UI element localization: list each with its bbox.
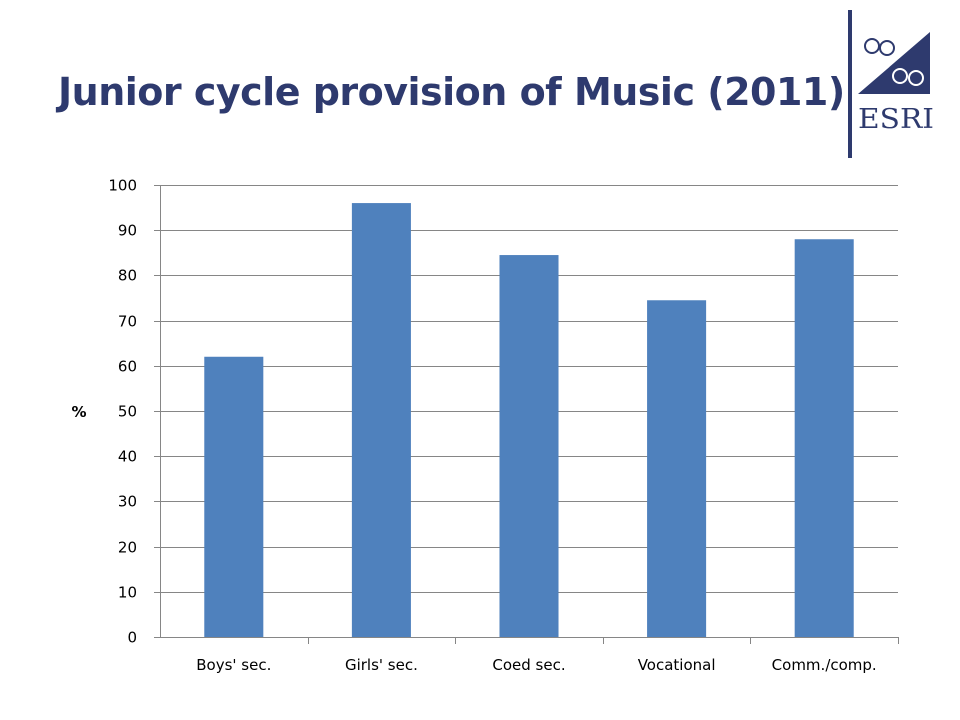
y-tick-label: 40: [118, 448, 137, 466]
logo-divider: [848, 10, 852, 158]
x-tick-label: Comm./comp.: [772, 656, 877, 674]
logo-ring-3: [892, 68, 908, 84]
y-tick-label: 70: [118, 313, 137, 331]
bar: [794, 239, 854, 638]
x-tick-label: Vocational: [638, 656, 716, 674]
y-tick-label: 100: [108, 177, 137, 195]
y-tick-label: 60: [118, 358, 137, 376]
y-tick-label: 20: [118, 539, 137, 557]
y-tick-label: 30: [118, 493, 137, 511]
y-tick-label: 50: [118, 403, 137, 421]
bar: [647, 300, 707, 637]
esri-logo-icon: ESRI: [858, 32, 934, 134]
y-tick-label: 90: [118, 222, 137, 240]
bar: [499, 255, 559, 637]
slide-title: Junior cycle provision of Music (2011): [58, 70, 845, 114]
logo-text: ESRI: [858, 104, 934, 134]
bar: [204, 356, 264, 637]
tick-labels: 0 10 20 30 40 50 60 70 80 90 100 Boys' sec. Girls' s…: [108, 177, 876, 675]
y-tick-label: 80: [118, 267, 137, 285]
y-tick-label: 0: [127, 629, 137, 647]
x-tick-label: Girls' sec.: [345, 656, 418, 674]
bar: [351, 203, 411, 637]
y-tick-label: 10: [118, 584, 137, 602]
logo-ring-4: [908, 70, 924, 86]
axes: [154, 185, 899, 644]
x-tick-label: Coed sec.: [492, 656, 565, 674]
bars: [204, 203, 854, 638]
logo-ring-2: [879, 40, 895, 56]
logo-ring-1: [864, 38, 880, 54]
logo-triangle: [858, 32, 930, 94]
y-axis-title: %: [71, 403, 86, 421]
x-tick-label: Boys' sec.: [196, 656, 271, 674]
